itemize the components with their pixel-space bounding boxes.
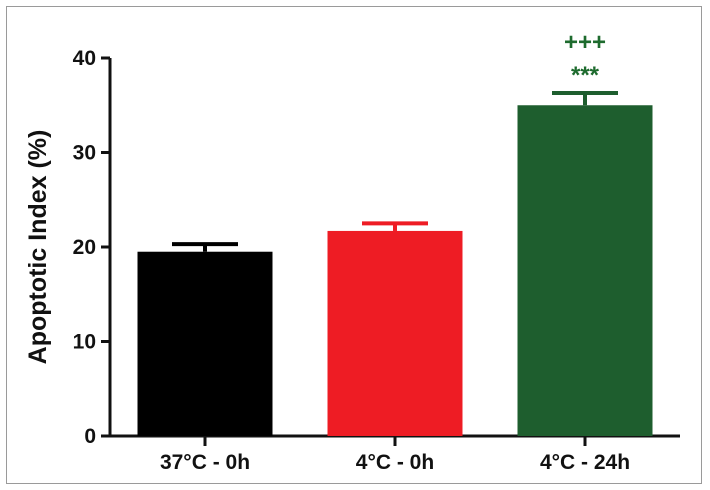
bars xyxy=(137,90,653,436)
significance-annotations: +++ *** xyxy=(564,29,606,89)
y-ticks: 0 10 20 30 40 xyxy=(73,47,110,448)
y-tick-label: 0 xyxy=(84,425,96,448)
y-tick-label: 20 xyxy=(73,236,96,259)
bar xyxy=(517,105,653,436)
y-axis-title: Apoptotic Index (%) xyxy=(24,130,52,365)
bar xyxy=(327,230,463,436)
bar xyxy=(137,251,273,436)
y-tick-label: 40 xyxy=(73,47,96,70)
x-tick-label: 4°C - 0h xyxy=(356,451,434,474)
y-tick-label: 30 xyxy=(73,142,96,165)
x-ticks: 37°C - 0h 4°C - 0h 4°C - 24h xyxy=(160,436,630,474)
x-tick-label: 4°C - 24h xyxy=(540,451,630,474)
significance-label: +++ xyxy=(564,29,606,56)
x-tick-label: 37°C - 0h xyxy=(160,451,250,474)
significance-label: *** xyxy=(571,62,600,89)
y-tick-label: 10 xyxy=(73,331,96,354)
